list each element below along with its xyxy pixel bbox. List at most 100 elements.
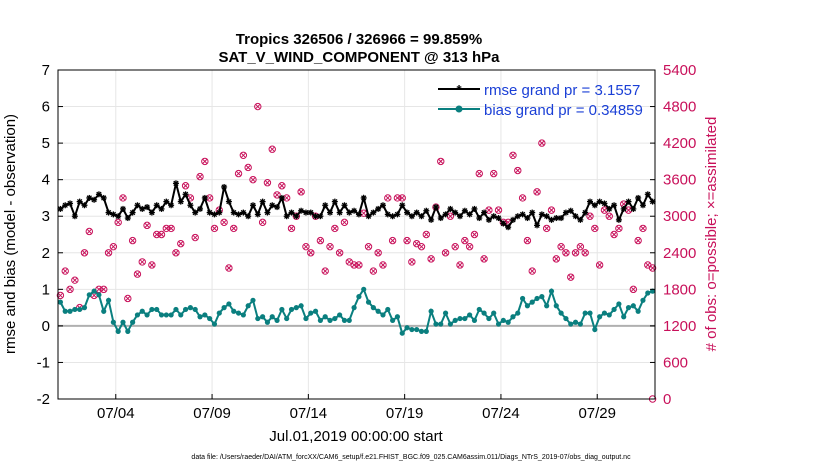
obs-assimilated-point [226,265,232,271]
bias-point [597,314,603,320]
obs-assimilated-point [356,262,362,268]
rmse-star-stroke [587,198,593,205]
bias-point [548,288,555,294]
rmse-star-stroke [568,208,574,214]
bias-point [221,305,227,311]
obs-assimilated-point [144,223,150,228]
obs-possible-point [364,242,373,251]
y-tick-label: -1 [37,354,50,371]
x-tick-label: 07/04 [97,405,135,422]
bias-point [601,310,608,316]
rmse-point [389,213,396,220]
obs-possible-point [586,212,594,220]
y2-tick-label: 2400 [663,245,696,262]
bias-point [433,321,439,327]
obs-possible-point [384,194,392,202]
rmse-point [206,209,213,216]
rmse-star-stroke [259,198,266,205]
rmse-star-stroke [274,204,280,210]
obs-assimilated-point [650,265,655,271]
obs-assimilated-point [231,226,237,231]
obs-assimilated-stroke [159,232,164,237]
rmse-point [601,200,608,207]
rmse-point [124,215,131,222]
obs-assimilated-point [558,244,564,250]
rmse-point [519,211,526,218]
bias-point [303,315,309,322]
rmse-point [134,202,141,209]
rmse-point [76,198,83,205]
rmse-star-stroke [182,191,189,197]
rmse-point [100,194,107,201]
rmse-star-stroke [149,209,155,216]
rmse-point [476,215,483,222]
obs-assimilated-point [553,256,559,262]
obs-assimilated-stroke [173,250,179,256]
bias-point [346,317,352,324]
bias-point [409,326,415,333]
bias-point [182,306,189,313]
bias-point [96,292,102,298]
rmse-point [158,205,165,212]
y2-tick-label: 4800 [663,99,696,116]
obs-assimilated-stroke [520,195,525,201]
obs-assimilated-stroke [154,232,160,237]
rmse-point [221,183,228,190]
rmse-point [404,209,411,216]
y2-tick-label: 1800 [663,281,696,298]
x-tick-label: 07/14 [290,405,328,422]
rmse-star-stroke [308,209,314,216]
obs-assimilated-point [178,241,184,246]
y-tick-label: 2 [42,245,50,262]
obs-assimilated-point [149,262,155,268]
rmse-star-stroke [110,211,117,218]
obs-assimilated-stroke [611,232,617,237]
rmse-point [322,202,329,209]
rmse-star-stroke [495,215,502,221]
rmse-point [466,211,473,218]
bias-point [476,306,482,313]
obs-assimilated-point [274,192,280,198]
rmse-star-stroke [457,213,463,219]
bias-point [442,310,449,316]
bias-point [361,286,367,292]
bias-point [173,306,179,313]
y-tick-label: 0 [42,318,50,335]
bias-point [202,312,208,318]
obs-assimilated-stroke [549,207,554,213]
obs-possible-point [552,255,561,263]
obs-possible-point [523,236,532,245]
rmse-star-stroke [168,202,174,208]
rmse-point [288,209,295,216]
rmse-point [428,216,435,223]
obs-assimilated-point [544,226,550,231]
rmse-star-stroke [154,202,160,208]
obs-possible-point [639,224,647,233]
obs-assimilated-point [221,219,227,225]
rmse-point [86,194,93,201]
obs-possible-point [196,172,204,181]
rmse-point [269,202,276,209]
obs-assimilated-point [520,195,525,201]
obs-assimilated-point [101,286,107,292]
obs-possible-point [316,236,325,245]
rmse-point [71,213,78,220]
bias-point [649,288,656,294]
bias-point [293,305,299,311]
obs-assimilated-point [106,250,111,256]
obs-assimilated-point [250,177,256,183]
obs-assimilated-stroke [318,238,323,243]
obs-possible-point [230,224,238,233]
obs-possible-point [542,224,551,233]
obs-possible-point [109,242,118,251]
obs-assimilated-point [197,174,203,179]
bias-point [572,319,579,325]
obs-possible-point [374,249,382,257]
rmse-star-stroke [418,213,425,219]
obs-possible-point [562,249,570,257]
rmse-point [91,196,98,203]
rmse-star-stroke [91,197,97,203]
obs-assimilated-stroke [510,152,516,158]
obs-possible-point [470,230,479,239]
obs-assimilated-point [510,152,516,158]
